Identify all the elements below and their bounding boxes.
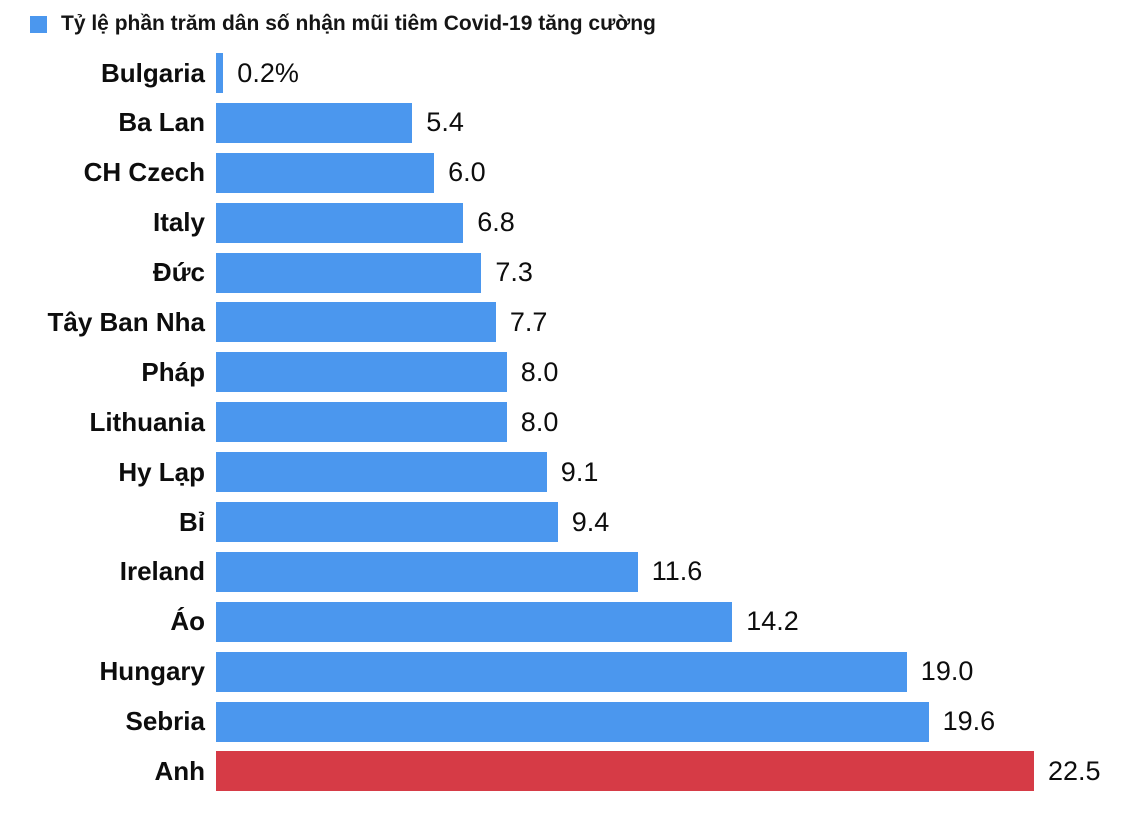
chart-row: Áo 14.2	[0, 601, 1130, 642]
bar-track: 9.4	[216, 502, 1130, 543]
value-label: 11.6	[651, 556, 703, 587]
value-label: 22.5	[1048, 755, 1101, 786]
chart-row: Hungary 19.0	[0, 651, 1130, 692]
category-label: Sebria	[125, 706, 206, 737]
chart-row: Anh 22.5	[0, 751, 1130, 792]
bar	[216, 751, 1034, 792]
value-label: 7.7	[509, 306, 548, 337]
bar-track: 22.5	[216, 751, 1130, 792]
value-label: 0.2%	[237, 57, 299, 88]
bar	[216, 601, 733, 642]
chart-row: Bulgaria 0.2%	[0, 53, 1130, 93]
value-label: 14.2	[746, 606, 799, 637]
bar	[216, 302, 496, 343]
category-label: Ba Lan	[118, 107, 205, 138]
chart-row: Ireland 11.6	[0, 551, 1130, 592]
category-label: Ireland	[119, 556, 205, 587]
value-label: 8.0	[520, 406, 559, 437]
bar-track: 6.0	[216, 152, 1130, 193]
category-label: Italy	[152, 207, 205, 238]
chart-row: Italy 6.8	[0, 202, 1130, 243]
value-label: 5.4	[426, 107, 464, 138]
bar-track: 7.3	[216, 252, 1130, 293]
bar-track: 8.0	[216, 352, 1130, 393]
value-label: 19.0	[920, 656, 974, 687]
category-label: Hungary	[99, 656, 205, 687]
bar	[216, 452, 547, 493]
bar	[216, 502, 558, 543]
category-label: CH Czech	[83, 157, 205, 188]
value-label: 6.8	[477, 207, 515, 238]
bar-track: 5.4	[216, 102, 1130, 143]
bar	[216, 402, 507, 443]
bar-track: 7.7	[216, 302, 1130, 343]
category-label: Tây Ban Nha	[47, 306, 206, 337]
bar-track: 14.2	[216, 601, 1130, 642]
legend-swatch-icon	[30, 15, 47, 33]
chart-row: Tây Ban Nha 7.7	[0, 302, 1130, 343]
value-label: 9.1	[560, 456, 599, 487]
category-label: Bulgaria	[100, 57, 205, 88]
value-label: 7.3	[495, 257, 533, 288]
bar-track: 6.8	[216, 202, 1130, 243]
bar-track: 0.2%	[216, 53, 1130, 93]
chart-row: Hy Lạp 9.1	[0, 452, 1130, 493]
bar-track: 8.0	[216, 402, 1130, 443]
chart-row: CH Czech 6.0	[0, 152, 1130, 193]
bar	[216, 152, 435, 193]
bar	[216, 202, 464, 243]
bar-track: 19.6	[216, 701, 1130, 742]
category-label: Đức	[152, 257, 205, 288]
category-label: Bỉ	[179, 506, 205, 537]
bar-track: 11.6	[216, 551, 1130, 592]
chart-row: Ba Lan 5.4	[0, 102, 1130, 143]
bar	[216, 252, 482, 293]
bar-track: 9.1	[216, 452, 1130, 493]
value-label: 8.0	[520, 356, 559, 387]
category-label: Lithuania	[89, 406, 205, 437]
bar	[216, 352, 507, 393]
chart-row: Lithuania 8.0	[0, 402, 1130, 443]
category-label: Áo	[170, 606, 205, 637]
category-label: Pháp	[141, 356, 205, 387]
chart-row: Bỉ 9.4	[0, 502, 1130, 543]
bar-track: 19.0	[216, 651, 1130, 692]
legend-label: Tỷ lệ phần trăm dân số nhận mũi tiêm Cov…	[61, 12, 656, 35]
bar	[216, 551, 638, 592]
bar	[216, 102, 413, 143]
bar-rows: Bulgaria 0.2% Ba Lan 5.4 CH Czech 6.0 It…	[0, 53, 1130, 792]
value-label: 19.6	[942, 706, 996, 737]
value-label: 6.0	[448, 157, 486, 188]
chart-row: Đức 7.3	[0, 252, 1130, 293]
bar	[216, 701, 929, 742]
bar	[216, 651, 907, 692]
category-label: Hy Lạp	[118, 456, 205, 487]
chart-row: Pháp 8.0	[0, 352, 1130, 393]
value-label: 9.4	[571, 506, 610, 537]
chart-row: Sebria 19.6	[0, 701, 1130, 742]
category-label: Anh	[154, 755, 205, 786]
legend: Tỷ lệ phần trăm dân số nhận mũi tiêm Cov…	[30, 12, 1130, 36]
bar	[216, 53, 224, 93]
